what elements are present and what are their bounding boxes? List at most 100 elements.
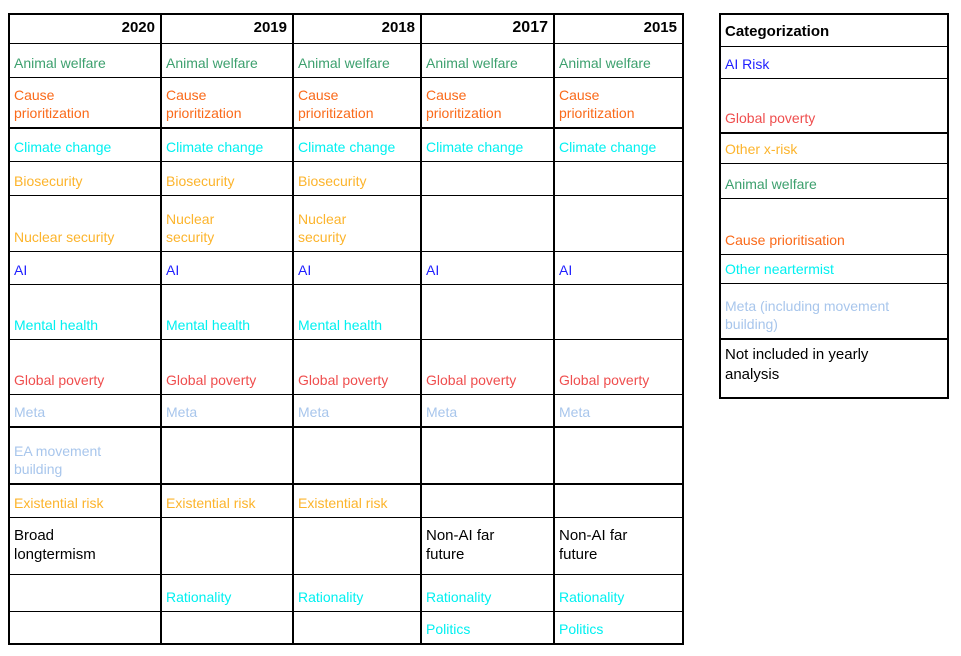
- yearly-categories-body: Animal welfare Animal welfare Animal welfa…: [8, 42, 684, 645]
- legend-row-meta-including-movement-building: Meta (including movement building): [719, 282, 949, 340]
- cell-biosecurity-2015: [553, 160, 684, 196]
- row-global-poverty: Global poverty Global poverty Global pover…: [8, 338, 684, 395]
- cell-ea-movement-building-2019: [160, 426, 294, 485]
- row-rationality: Rationality Rationality Rationality Rationa…: [8, 573, 684, 612]
- row-existential-risk: Existential risk Existential risk Existent…: [8, 483, 684, 518]
- cell-longtermism-2018: [292, 516, 422, 575]
- row-mental-health: Mental health Mental health Mental health: [8, 283, 684, 340]
- cell-rationality-2015: Rationality: [553, 573, 684, 612]
- yearly-categories-table: 2020 2019 2018 2017 2015 Animal welfare Anima…: [8, 13, 684, 645]
- cell-rationality-2019: Rationality: [160, 573, 294, 612]
- legend-row-other-neartermist: Other neartermist: [719, 253, 949, 284]
- cell-cause-prioritization-2019: Cause prioritization: [160, 76, 294, 129]
- legend-meta-including-movement-building: Meta (including movement building): [719, 282, 949, 340]
- legend-row-global-poverty: Global poverty: [719, 77, 949, 134]
- categorization-legend-body: Categorization AI Risk Global poverty Other…: [719, 13, 949, 399]
- cell-meta-2018: Meta: [292, 393, 422, 428]
- legend-other-neartermist: Other neartermist: [719, 253, 949, 284]
- cell-existential-risk-2015: [553, 483, 684, 518]
- cell-global-poverty-2019: Global poverty: [160, 338, 294, 395]
- cell-rationality-2017: Rationality: [420, 573, 555, 612]
- cell-climate-change-2017: Climate change: [420, 127, 555, 162]
- cell-cause-prioritization-2020: Cause prioritization: [8, 76, 162, 129]
- cell-ea-movement-building-2018: [292, 426, 422, 485]
- legend-row-cause-prioritisation: Cause prioritisation: [719, 197, 949, 255]
- cell-cause-prioritization-2015: Cause prioritization: [553, 76, 684, 129]
- cell-mental-health-2015: [553, 283, 684, 340]
- cell-animal-welfare-2020: Animal welfare: [8, 42, 162, 78]
- legend-row-animal-welfare: Animal welfare: [719, 162, 949, 199]
- cell-meta-2020: Meta: [8, 393, 162, 428]
- cell-meta-2015: Meta: [553, 393, 684, 428]
- cell-cause-prioritization-2018: Cause prioritization: [292, 76, 422, 129]
- cell-nuclear-security-2019: Nuclear security: [160, 194, 294, 252]
- cell-animal-welfare-2019: Animal welfare: [160, 42, 294, 78]
- cell-biosecurity-2020: Biosecurity: [8, 160, 162, 196]
- row-longtermism: Broad longtermism Non-AI far future Non-AI…: [8, 516, 684, 575]
- row-animal-welfare: Animal welfare Animal welfare Animal welfa…: [8, 42, 684, 78]
- cell-climate-change-2019: Climate change: [160, 127, 294, 162]
- row-politics: Politics Politics: [8, 610, 684, 645]
- cell-animal-welfare-2018: Animal welfare: [292, 42, 422, 78]
- row-ea-movement-building: EA movement building: [8, 426, 684, 485]
- cell-animal-welfare-2015: Animal welfare: [553, 42, 684, 78]
- cell-mental-health-2018: Mental health: [292, 283, 422, 340]
- cell-rationality-2018: Rationality: [292, 573, 422, 612]
- cell-climate-change-2018: Climate change: [292, 127, 422, 162]
- cell-global-poverty-2018: Global poverty: [292, 338, 422, 395]
- cell-mental-health-2019: Mental health: [160, 283, 294, 340]
- categorization-legend: Categorization AI Risk Global poverty Other…: [719, 13, 949, 399]
- cell-ea-movement-building-2015: [553, 426, 684, 485]
- cell-global-poverty-2015: Global poverty: [553, 338, 684, 395]
- year-header-2018: 2018: [292, 13, 422, 44]
- cell-existential-risk-2020: Existential risk: [8, 483, 162, 518]
- year-header-2020: 2020: [8, 13, 162, 44]
- legend-global-poverty: Global poverty: [719, 77, 949, 134]
- row-meta: Meta Meta Meta Meta Meta: [8, 393, 684, 428]
- cell-cause-prioritization-2017: Cause prioritization: [420, 76, 555, 129]
- cell-longtermism-2015: Non-AI far future: [553, 516, 684, 575]
- cell-rationality-2020: [8, 573, 162, 612]
- year-header-2017: 2017: [420, 13, 555, 44]
- legend-title-row: Categorization: [719, 13, 949, 47]
- year-header-2015: 2015: [553, 13, 684, 44]
- cell-biosecurity-2018: Biosecurity: [292, 160, 422, 196]
- legend-row-ai-risk: AI Risk: [719, 45, 949, 79]
- cell-longtermism-2020: Broad longtermism: [8, 516, 162, 575]
- cell-ai-2017: AI: [420, 250, 555, 285]
- cell-mental-health-2020: Mental health: [8, 283, 162, 340]
- cell-meta-2019: Meta: [160, 393, 294, 428]
- cell-longtermism-2019: [160, 516, 294, 575]
- legend-row-other-x-risk: Other x-risk: [719, 132, 949, 164]
- year-header-2019: 2019: [160, 13, 294, 44]
- cell-mental-health-2017: [420, 283, 555, 340]
- cell-existential-risk-2019: Existential risk: [160, 483, 294, 518]
- cell-politics-2020: [8, 610, 162, 645]
- cell-meta-2017: Meta: [420, 393, 555, 428]
- cell-politics-2015: Politics: [553, 610, 684, 645]
- row-ai: AI AI AI AI AI: [8, 250, 684, 285]
- legend-title: Categorization: [719, 13, 949, 47]
- cell-nuclear-security-2015: [553, 194, 684, 252]
- cell-global-poverty-2017: Global poverty: [420, 338, 555, 395]
- legend-ai-risk: AI Risk: [719, 45, 949, 79]
- cell-global-poverty-2020: Global poverty: [8, 338, 162, 395]
- cell-nuclear-security-2018: Nuclear security: [292, 194, 422, 252]
- row-nuclear-security: Nuclear security Nuclear security Nuclear …: [8, 194, 684, 252]
- cell-ai-2018: AI: [292, 250, 422, 285]
- legend-other-x-risk: Other x-risk: [719, 132, 949, 164]
- cell-animal-welfare-2017: Animal welfare: [420, 42, 555, 78]
- year-header-row: 2020 2019 2018 2017 2015: [8, 13, 684, 44]
- row-cause-prioritization: Cause prioritization Cause prioritization…: [8, 76, 684, 129]
- cell-ea-movement-building-2020: EA movement building: [8, 426, 162, 485]
- row-climate-change: Climate change Climate change Climate chan…: [8, 127, 684, 162]
- cell-nuclear-security-2017: [420, 194, 555, 252]
- cell-ai-2019: AI: [160, 250, 294, 285]
- legend-row-not-included-in-yearly-analysis: Not included in yearly analysis: [719, 338, 949, 399]
- cell-nuclear-security-2020: Nuclear security: [8, 194, 162, 252]
- cell-ai-2020: AI: [8, 250, 162, 285]
- legend-not-included-in-yearly-analysis: Not included in yearly analysis: [719, 338, 949, 399]
- cell-longtermism-2017: Non-AI far future: [420, 516, 555, 575]
- cell-existential-risk-2017: [420, 483, 555, 518]
- legend-cause-prioritisation: Cause prioritisation: [719, 197, 949, 255]
